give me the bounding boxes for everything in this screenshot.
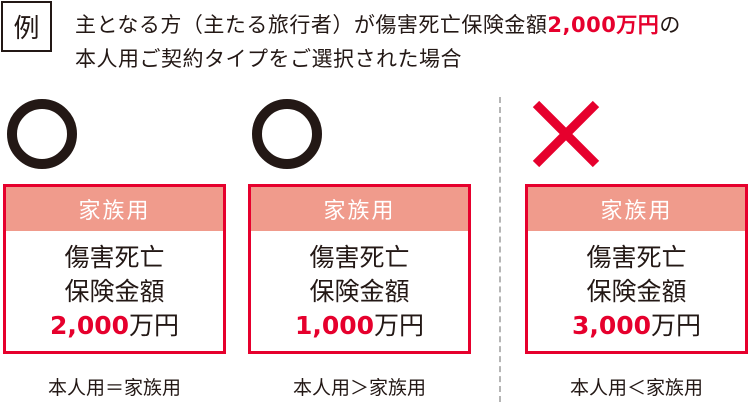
intro-text: 主となる方（主たる旅行者）が傷害死亡保険金額2,000万円の 本人用ご契約タイプ…: [75, 8, 681, 76]
case-line2: 保険金額: [586, 277, 687, 306]
case-line2: 保険金額: [64, 277, 165, 306]
cross-icon: [532, 100, 600, 168]
case-caption: 本人用＝家族用: [47, 377, 181, 399]
intro-line1-end: の: [659, 13, 681, 37]
case-amount: 1,000: [294, 311, 375, 340]
intro-line1: 主となる方（主たる旅行者）が傷害死亡保険金額: [75, 13, 548, 37]
intro-line2: 本人用ご契約タイプをご選択された場合: [75, 47, 462, 71]
divider: [499, 97, 501, 402]
case-unit: 万円: [651, 311, 702, 340]
case-header: 家族用: [251, 187, 468, 231]
case-line1: 傷害死亡: [586, 243, 687, 272]
case-caption: 本人用＞家族用: [292, 377, 426, 399]
circle-icon: [252, 99, 322, 169]
case-amount: 2,000: [49, 311, 130, 340]
case-line1: 傷害死亡: [64, 243, 165, 272]
case-line2: 保険金額: [309, 277, 410, 306]
case-header: 家族用: [528, 187, 745, 231]
intro-amount: 2,000万円: [547, 13, 660, 37]
case-line1: 傷害死亡: [309, 243, 410, 272]
case-amount: 3,000: [571, 311, 652, 340]
case-caption: 本人用＜家族用: [569, 377, 703, 399]
case-unit: 万円: [374, 311, 425, 340]
case-box: 家族用 傷害死亡保険金額 3,000万円: [525, 184, 748, 354]
case-header: 家族用: [6, 187, 223, 231]
case-unit: 万円: [129, 311, 180, 340]
case-box: 家族用 傷害死亡保険金額 1,000万円: [248, 184, 471, 354]
case-box: 家族用 傷害死亡保険金額 2,000万円: [3, 184, 226, 354]
example-label: 例: [1, 1, 52, 52]
circle-icon: [7, 99, 77, 169]
